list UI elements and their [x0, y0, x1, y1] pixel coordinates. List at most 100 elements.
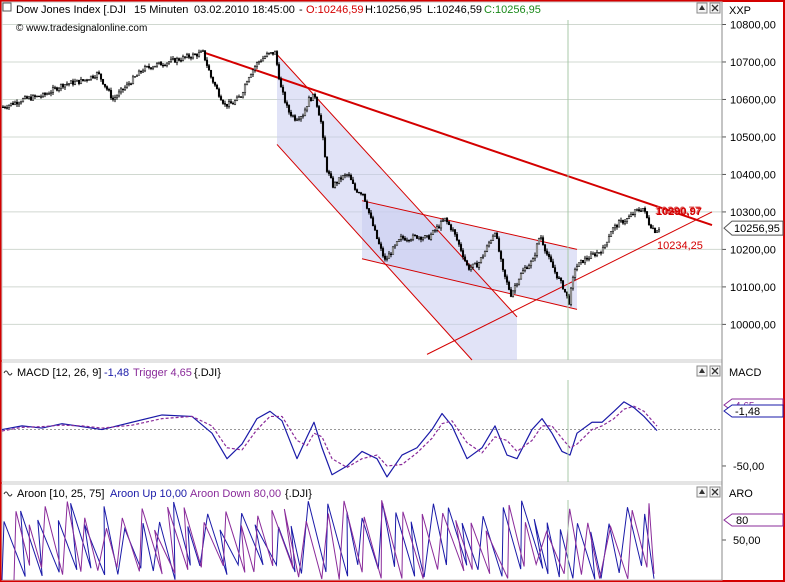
candle-body [39, 96, 43, 98]
candle-body [221, 99, 225, 104]
trendline-support[interactable] [426, 211, 713, 355]
candle-body [293, 115, 297, 121]
candle-body [621, 220, 625, 224]
candle-body [651, 227, 655, 230]
candle-body [631, 213, 635, 216]
chart-type-icon[interactable] [2, 2, 12, 12]
candle-body [59, 84, 63, 89]
candle-body [217, 88, 221, 97]
candle-body [229, 101, 233, 104]
candle-body [443, 217, 447, 221]
candle-body [339, 177, 343, 180]
candle-body [535, 243, 539, 256]
candle-body [307, 97, 311, 107]
candle-body [113, 97, 117, 100]
aroon-series [1, 500, 655, 581]
candle-body [53, 87, 57, 89]
close-icon[interactable] [709, 365, 721, 377]
candle-body [509, 289, 513, 297]
channel-edge[interactable] [276, 144, 473, 361]
candle-body [197, 52, 201, 57]
candle-body [629, 213, 633, 217]
close-icon[interactable] [709, 486, 721, 498]
trendline-resistance[interactable] [203, 51, 713, 226]
candle-body [13, 101, 17, 105]
candle-body [473, 262, 477, 265]
candle-body [97, 72, 101, 75]
price-series [1, 49, 661, 307]
candle-body [139, 70, 143, 73]
candle-body [399, 236, 403, 240]
candle-body [603, 244, 607, 248]
candle-body [215, 84, 219, 90]
candle-body [273, 51, 277, 55]
candle-body [527, 265, 531, 270]
candle-body [61, 84, 65, 88]
candle-body [545, 250, 549, 255]
candle-body [55, 87, 59, 91]
candle-body [111, 97, 115, 100]
datetime-label: 03.02.2010 18:45:00 [194, 4, 295, 16]
candle-body [143, 66, 147, 72]
candle-body [235, 96, 239, 101]
candle-body [1, 106, 5, 109]
candle-body [531, 258, 535, 262]
candle-body [645, 211, 649, 218]
price-tick-label: 10400,00 [730, 169, 776, 181]
candle-body [375, 229, 379, 240]
candle-body [211, 76, 215, 83]
price-axis-label: XXP [729, 5, 751, 17]
candle-body [425, 235, 429, 237]
candle-body [633, 209, 637, 215]
candle-body [245, 81, 249, 86]
up-arrow-icon[interactable] [696, 365, 708, 377]
candle-body [637, 209, 641, 212]
candle-body [63, 84, 67, 88]
candle-body [171, 58, 175, 60]
aroon-up-value: Aroon Up 10,00 [110, 488, 187, 500]
candle-body [57, 87, 61, 91]
macd-series [1, 401, 658, 478]
candle-body [597, 252, 601, 254]
candle-body [345, 174, 349, 176]
series-macd [1, 401, 658, 478]
price-axis-ticks: 10800,00 10700,00 10600,00 10500,00 10400,00… [722, 19, 776, 331]
candle-body [149, 67, 153, 69]
trendline-wedge-upper[interactable] [361, 200, 578, 250]
candle-body [449, 224, 453, 230]
candle-body [599, 252, 603, 254]
aroon-tick-label: 50,00 [733, 535, 761, 547]
trendline-wedge-lower[interactable] [361, 258, 578, 310]
candle-body [167, 61, 171, 64]
candle-body [317, 106, 321, 116]
candle-body [239, 96, 243, 98]
candle-body [543, 244, 547, 252]
candle-body [585, 257, 589, 260]
candle-body [327, 171, 331, 174]
candle-body [463, 256, 467, 261]
candle-body [379, 243, 383, 249]
aroon-down-marker: 80 [723, 513, 784, 527]
candle-body [99, 73, 103, 80]
candle-body [123, 86, 127, 91]
candle-body [151, 66, 155, 69]
candle-body [521, 270, 525, 275]
candle-body [419, 236, 423, 240]
candle-body [451, 229, 455, 231]
candle-body [45, 93, 49, 95]
candle-body [429, 234, 433, 240]
up-arrow-icon[interactable] [696, 2, 708, 14]
watermark: © www.tradesignalonline.com [16, 23, 147, 34]
candle-body [187, 54, 191, 58]
candle-body [389, 253, 393, 256]
close-icon[interactable] [709, 2, 721, 14]
candle-body [137, 70, 141, 76]
candle-body [455, 234, 459, 241]
candle-body [69, 80, 73, 84]
instrument-title: Dow Jones Index [.DJI [16, 4, 126, 16]
price-tick-label: 10300,00 [730, 207, 776, 219]
candle-body [87, 79, 91, 81]
candle-body [431, 230, 435, 235]
up-arrow-icon[interactable] [696, 486, 708, 498]
candle-body [539, 237, 543, 239]
